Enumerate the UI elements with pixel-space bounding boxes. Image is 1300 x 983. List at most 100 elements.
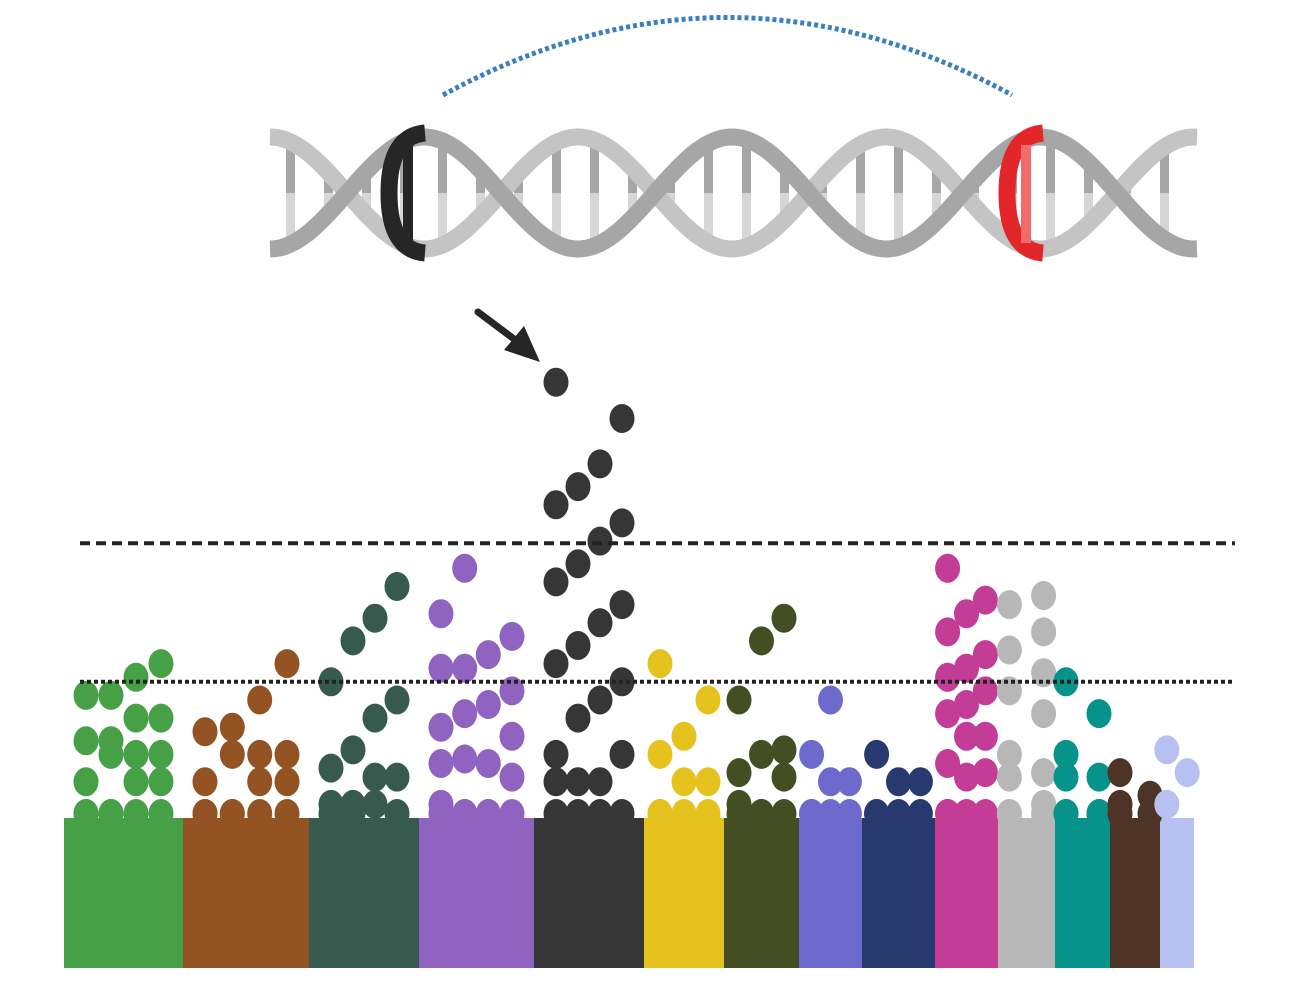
dna-helix (269, 124, 1198, 262)
snp-point (123, 767, 149, 797)
base-pair-rung (552, 193, 561, 244)
snp-point (340, 626, 366, 656)
snp-point (565, 767, 591, 797)
snp-point (148, 703, 174, 733)
highlighted-locus-red (998, 124, 1045, 262)
base-pair-rung (932, 163, 941, 193)
snp-point (499, 676, 525, 706)
snp-point (726, 758, 752, 788)
snp-point (452, 653, 478, 683)
snp-point (318, 667, 344, 697)
snp-point (996, 739, 1022, 769)
snp-point (384, 572, 410, 601)
chromosome-bar (1055, 818, 1110, 968)
snp-point (935, 699, 961, 729)
snp-point (219, 712, 245, 742)
snp-point (609, 799, 635, 828)
snp-point (935, 662, 961, 692)
chromosome-bar (998, 818, 1055, 968)
snp-point (1031, 699, 1057, 729)
snp-point (836, 799, 862, 828)
snp-point (192, 799, 218, 828)
snp-point (475, 690, 501, 719)
snp-point (123, 799, 149, 828)
base-pair-rung (286, 193, 295, 245)
snp-point (954, 653, 979, 683)
snp-point (836, 767, 862, 797)
snp-point (609, 508, 635, 538)
chromosome-bar (1160, 818, 1194, 968)
chromosome-bar (309, 818, 419, 968)
base-pair-rung (780, 165, 789, 193)
snp-point (886, 767, 911, 797)
snp-point (749, 799, 774, 828)
snp-point (954, 599, 979, 629)
snp-point (1154, 789, 1180, 819)
base-pair-rung (1046, 138, 1055, 193)
snp-point (362, 789, 388, 819)
snp-point (148, 767, 174, 797)
snp-point (98, 799, 124, 828)
snp-point (1031, 617, 1057, 647)
snp-point (818, 799, 843, 828)
snp-point (647, 739, 673, 769)
snp-point (543, 490, 569, 520)
snp-point (123, 662, 149, 692)
snp-point (587, 449, 613, 479)
snp-point (935, 553, 961, 583)
snp-point (543, 739, 569, 769)
base-pair-rung (438, 140, 447, 193)
snp-point (972, 758, 998, 788)
base-pair-rung (438, 193, 447, 246)
snp-point (609, 404, 635, 433)
snp-point (98, 726, 124, 756)
locus-arrow (474, 308, 540, 362)
snp-point (647, 799, 673, 828)
snp-point (1031, 758, 1057, 788)
snp-point (972, 585, 998, 615)
snp-point (907, 767, 933, 797)
base-pair-rung (856, 193, 865, 242)
snp-point (274, 767, 300, 797)
snp-point (864, 799, 890, 828)
snp-point (886, 799, 911, 828)
snp-point (565, 472, 591, 502)
snp-point (475, 640, 501, 670)
snp-point (935, 617, 961, 647)
chromosome-bars (64, 818, 1194, 968)
snp-point (247, 739, 273, 769)
snp-point (274, 739, 300, 769)
snp-point (996, 799, 1022, 828)
highlighted-locus-black (380, 124, 427, 262)
snp-point (1174, 758, 1200, 788)
snp-point (996, 762, 1022, 792)
snp-point (972, 721, 998, 751)
base-pair-rung (704, 143, 713, 193)
snp-point (340, 799, 366, 828)
snp-point (543, 567, 569, 597)
snp-point (771, 603, 797, 633)
snp-point (192, 767, 218, 797)
snp-point (771, 762, 797, 792)
base-pair-rung (1046, 193, 1055, 248)
snp-point (1053, 667, 1079, 697)
base-pair-rung (1084, 193, 1093, 225)
manhattan-plot (64, 367, 1235, 968)
snp-point (799, 799, 825, 828)
snp-point (954, 799, 979, 828)
snp-point (98, 680, 124, 710)
snp-point (274, 799, 300, 828)
snp-point (818, 685, 843, 715)
base-pair-rung (856, 144, 865, 193)
snp-point (318, 753, 344, 783)
snp-point (247, 799, 273, 828)
snp-point (192, 717, 218, 747)
snp-point (247, 685, 273, 715)
base-pair-rung (286, 141, 295, 193)
base-pair-rung (590, 193, 599, 247)
snp-point (428, 749, 454, 778)
snp-point (452, 744, 478, 774)
snp-point (907, 799, 933, 828)
chromosome-bar (862, 818, 935, 968)
